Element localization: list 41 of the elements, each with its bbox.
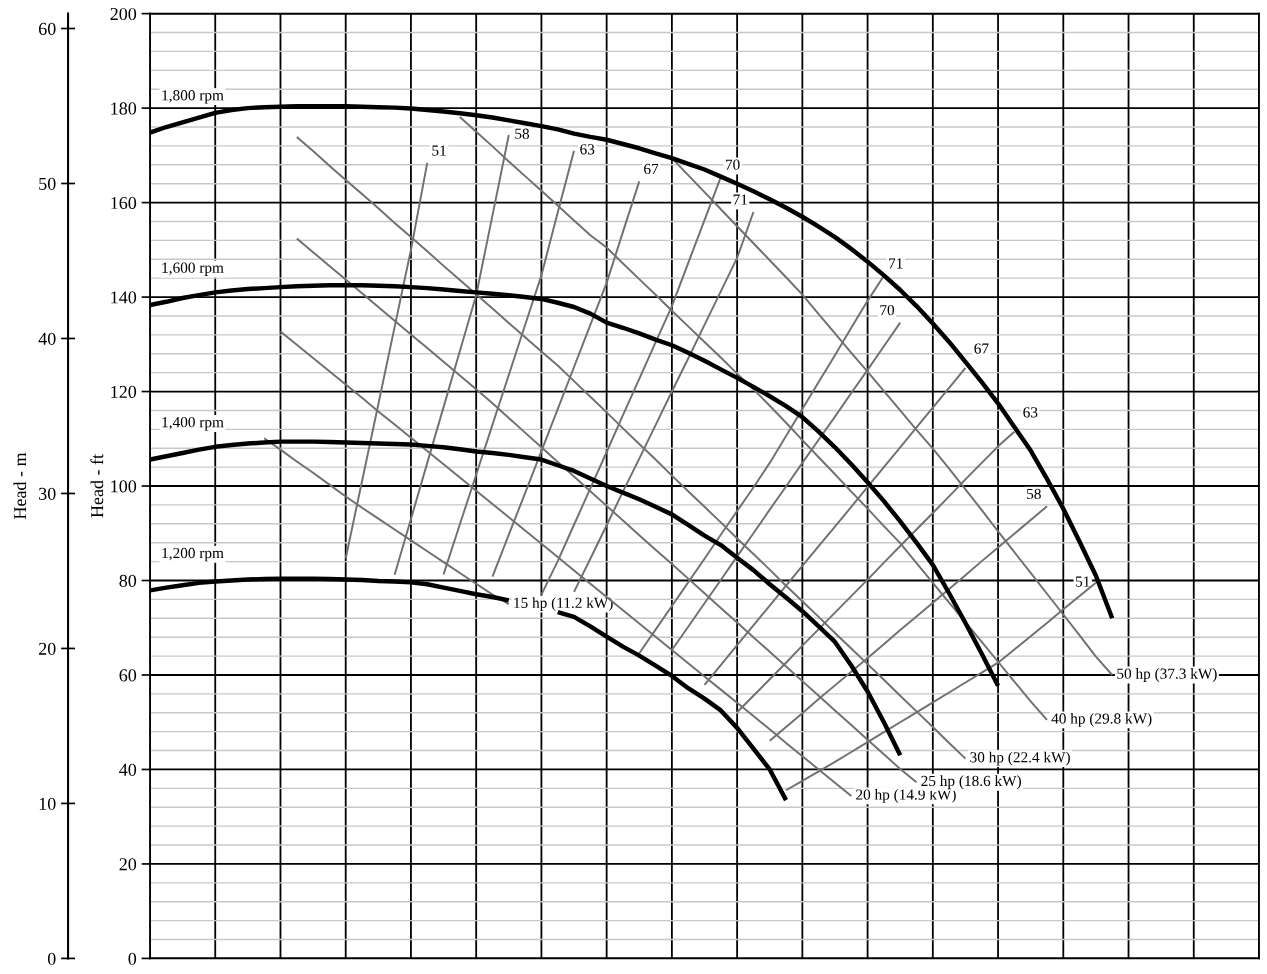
y-tick-label: 40: [119, 763, 137, 776]
series-label: 30 hp (22.4 kW): [970, 751, 1070, 766]
y2-tick-label: 40: [38, 332, 56, 345]
series-label: 1,600 rpm: [162, 262, 224, 276]
series-label: 1,800 rpm: [162, 90, 224, 104]
series-label: 40 hp (29.8 kW): [1051, 712, 1152, 727]
series-label: 50 hp (37.3 kW): [1117, 668, 1217, 682]
series-label: 15 hp (11.2 kW): [514, 597, 613, 612]
series-label: 63: [1023, 407, 1038, 418]
y-tick-label: 60: [119, 669, 137, 682]
y2-tick-label: 20: [38, 642, 56, 655]
y-tick-label: 180: [111, 102, 137, 115]
y-tick-label: 0: [128, 952, 137, 965]
y2-tick-label: 10: [39, 797, 56, 810]
y2-tick-label: 0: [47, 952, 56, 965]
series-label: 70: [880, 305, 895, 316]
y-tick-label: 20: [119, 858, 137, 871]
y-tick-label: 80: [119, 574, 137, 587]
y-tick-label: 160: [111, 196, 137, 210]
series-label: 25 hp (18.6 kW): [921, 775, 1021, 790]
series-label: 1,200 rpm: [162, 547, 224, 562]
series-label: 67: [974, 343, 989, 354]
series-label: 51: [432, 145, 446, 156]
series-label: 71: [889, 258, 903, 269]
y2-tick-label: 60: [38, 22, 56, 35]
y2-tick-label: 30: [39, 487, 56, 500]
y2-tick-label: 50: [39, 177, 56, 190]
series-label: 58: [515, 128, 530, 139]
series-label: 70: [725, 159, 740, 170]
series-label: 67: [644, 163, 659, 175]
series-label: 1,400 rpm: [162, 416, 224, 431]
series-label: 58: [1027, 488, 1041, 500]
y-tick-label: 200: [110, 7, 137, 21]
y-axis-title: Head - ft: [90, 454, 104, 518]
y-tick-label: 100: [111, 480, 137, 493]
y2-axis-title: Head - m: [13, 452, 27, 520]
series-label: 63: [580, 144, 595, 155]
series-label: 51: [1075, 576, 1090, 587]
series-label: 71: [733, 194, 747, 205]
y-tick-label: 120: [111, 385, 137, 398]
y-tick-label: 140: [111, 291, 137, 304]
